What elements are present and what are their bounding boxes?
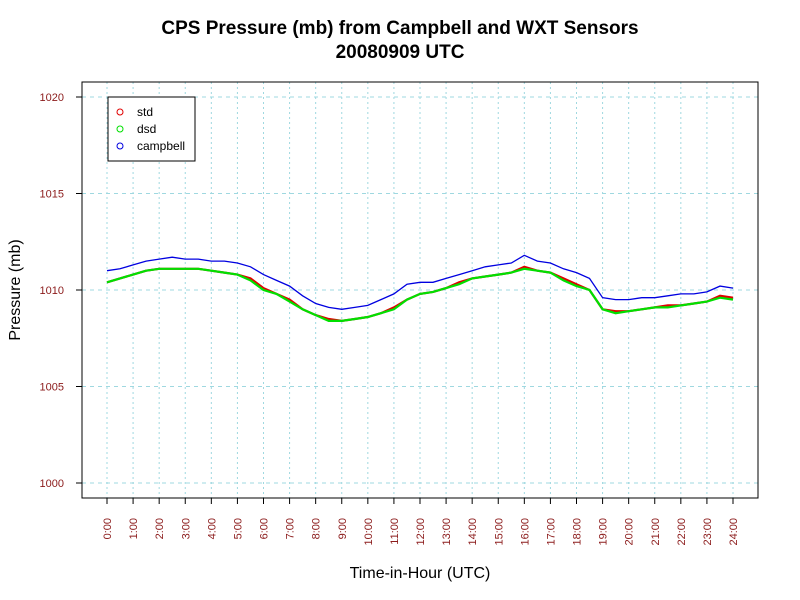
x-tick-label: 18:00	[572, 518, 584, 546]
x-tick-label: 11:00	[389, 518, 401, 545]
legend: std dsd campbell	[107, 96, 196, 162]
x-tick-label: 8:00	[311, 518, 323, 539]
x-tick-label: 17:00	[545, 518, 557, 546]
y-tick-label: 1015	[40, 189, 64, 201]
x-tick-label: 4:00	[206, 518, 218, 539]
x-tick-label: 23:00	[702, 518, 714, 546]
y-axis-ticks: 1000 1005 1010 1015 1020	[40, 92, 82, 490]
y-tick-label: 1005	[40, 382, 64, 394]
x-tick-label: 5:00	[232, 518, 244, 539]
data-series	[106, 254, 734, 323]
x-tick-label: 0:00	[102, 518, 114, 539]
x-tick-label: 1:00	[128, 518, 140, 539]
x-tick-label: 9:00	[337, 518, 349, 539]
legend-marker-std	[116, 108, 124, 116]
y-tick-label: 1000	[40, 478, 64, 490]
x-tick-label: 21:00	[650, 518, 662, 546]
legend-label-dsd: dsd	[137, 122, 156, 136]
y-tick-label: 1020	[40, 92, 64, 104]
legend-label-std: std	[137, 105, 153, 119]
legend-marker-dsd	[116, 125, 124, 133]
series-dsd-line	[106, 267, 734, 322]
x-tick-label: 6:00	[259, 518, 271, 539]
chart-subtitle: 20080909 UTC	[335, 42, 465, 63]
x-tick-label: 19:00	[598, 518, 610, 546]
x-tick-label: 22:00	[676, 518, 688, 546]
chart-title: CPS Pressure (mb) from Campbell and WXT …	[161, 18, 639, 39]
grid-lines	[82, 82, 758, 498]
y-axis-label: Pressure (mb)	[7, 239, 24, 340]
x-tick-label: 24:00	[728, 518, 740, 546]
x-tick-label: 12:00	[415, 518, 427, 546]
x-tick-label: 7:00	[285, 518, 297, 539]
x-tick-label: 2:00	[154, 518, 166, 539]
x-tick-label: 15:00	[493, 518, 505, 546]
x-tick-label: 14:00	[467, 518, 479, 546]
x-tick-label: 10:00	[363, 518, 375, 546]
legend-marker-campbell	[116, 142, 124, 150]
x-axis-label: Time-in-Hour (UTC)	[350, 565, 491, 582]
x-tick-label: 13:00	[441, 518, 453, 546]
series-campbell-line	[106, 254, 734, 310]
legend-label-campbell: campbell	[137, 139, 185, 153]
x-axis-ticks: 0:00 1:00 2:00 3:00 4:00 5:00 6:00 7:00 8:00 9:00…	[102, 498, 740, 546]
y-tick-label: 1010	[40, 285, 64, 297]
x-tick-label: 3:00	[180, 518, 192, 539]
x-tick-label: 20:00	[624, 518, 636, 546]
x-tick-label: 16:00	[519, 518, 531, 546]
